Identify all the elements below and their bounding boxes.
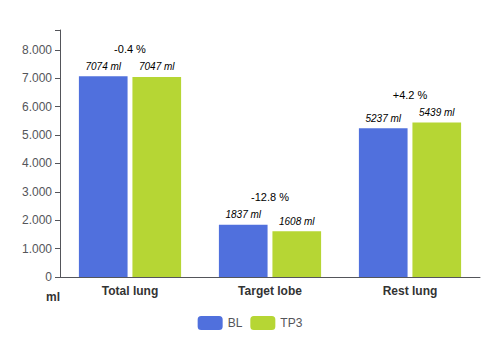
svg-text:7074 ml: 7074 ml	[85, 61, 121, 72]
svg-text:-0.4 %: -0.4 %	[114, 43, 146, 55]
svg-text:Rest lung: Rest lung	[383, 284, 438, 298]
svg-text:1.000: 1.000	[22, 242, 52, 256]
svg-text:6.000: 6.000	[22, 100, 52, 114]
svg-text:8.000: 8.000	[22, 43, 52, 57]
svg-text:1837 ml: 1837 ml	[225, 209, 261, 220]
svg-text:3.000: 3.000	[22, 185, 52, 199]
svg-text:4.000: 4.000	[22, 156, 52, 170]
svg-text:1608 ml: 1608 ml	[279, 216, 315, 227]
svg-text:Target lobe: Target lobe	[238, 284, 302, 298]
svg-text:5237 ml: 5237 ml	[365, 113, 401, 124]
svg-text:5.000: 5.000	[22, 128, 52, 142]
svg-text:ml: ml	[46, 290, 60, 304]
svg-text:+4.2 %: +4.2 %	[393, 89, 428, 101]
svg-text:TP3: TP3	[280, 316, 302, 330]
svg-text:2.000: 2.000	[22, 213, 52, 227]
svg-text:7047 ml: 7047 ml	[139, 61, 175, 72]
svg-text:7.000: 7.000	[22, 71, 52, 85]
svg-text:5439 ml: 5439 ml	[419, 107, 455, 118]
svg-text:BL: BL	[228, 316, 243, 330]
svg-text:Total lung: Total lung	[102, 284, 158, 298]
svg-text:0: 0	[45, 270, 52, 284]
svg-text:-12.8 %: -12.8 %	[251, 191, 289, 203]
